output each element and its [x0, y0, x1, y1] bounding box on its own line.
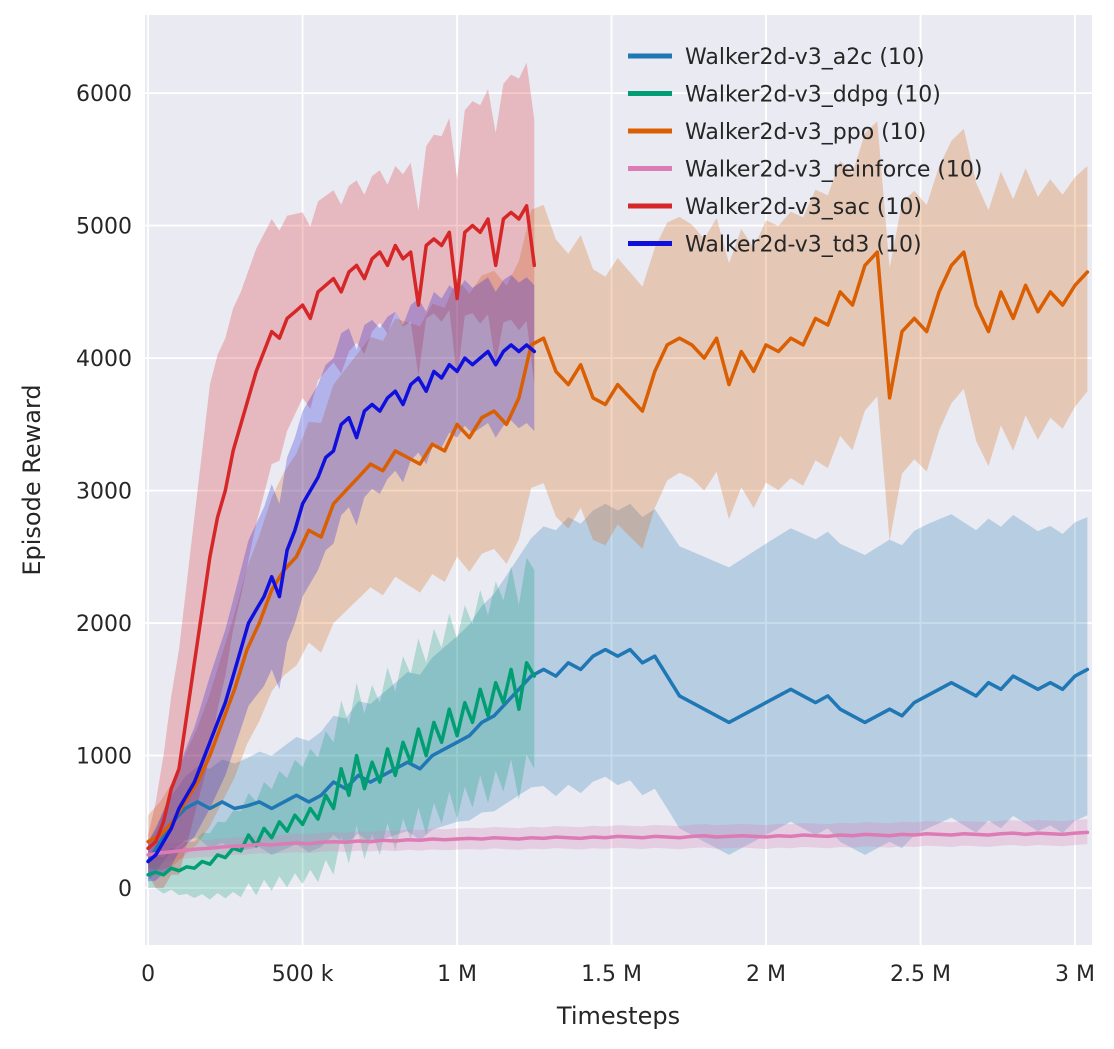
confidence-band-sac — [148, 62, 535, 888]
legend-label-reinforce: Walker2d-v3_reinforce (10) — [685, 158, 983, 183]
series-line-td3 — [146, 343, 537, 864]
y-tick-label: 1000 — [76, 745, 132, 770]
confidence-band-ddpg — [148, 557, 535, 900]
series-line-ddpg — [146, 661, 537, 877]
y-tick-label: 6000 — [76, 82, 132, 107]
x-tick-label: 1.5 M — [581, 962, 642, 987]
series-line-reinforce — [146, 830, 1090, 857]
series-line-sac — [146, 204, 537, 851]
x-tick-label: 2 M — [746, 962, 786, 987]
y-tick-label: 5000 — [76, 215, 132, 240]
legend-label-sac: Walker2d-v3_sac (10) — [685, 195, 922, 220]
y-tick-label: 4000 — [76, 347, 132, 372]
x-tick-label: 500 k — [272, 962, 334, 987]
y-axis-title: Episode Reward — [18, 384, 46, 576]
y-tick-label: 0 — [118, 877, 132, 902]
legend-entry-td3: Walker2d-v3_td3 (10) — [628, 233, 922, 258]
x-tick-label: 2.5 M — [890, 962, 951, 987]
confidence-band-ppo — [148, 121, 1088, 871]
y-tick-label: 2000 — [76, 612, 132, 637]
x-tick-label: 1 M — [437, 962, 477, 987]
x-tick-label: 0 — [141, 962, 155, 987]
x-axis-title: Timesteps — [556, 1002, 681, 1030]
x-tick-label: 3 M — [1055, 962, 1095, 987]
legend-entry-ddpg: Walker2d-v3_ddpg (10) — [628, 83, 941, 108]
legend-label-ppo: Walker2d-v3_ppo (10) — [685, 120, 926, 145]
y-tick-label: 3000 — [76, 480, 132, 505]
legend-label-a2c: Walker2d-v3_a2c (10) — [685, 45, 925, 70]
series-line-ppo — [146, 250, 1090, 844]
legend-entry-ppo: Walker2d-v3_ppo (10) — [628, 120, 926, 145]
series-line-a2c — [146, 647, 1090, 864]
legend-entry-a2c: Walker2d-v3_a2c (10) — [628, 45, 925, 70]
confidence-band-a2c — [148, 503, 1088, 882]
confidence-band-td3 — [148, 274, 535, 882]
confidence-band-reinforce — [148, 819, 1088, 863]
legend-label-ddpg: Walker2d-v3_ddpg (10) — [685, 83, 941, 108]
legend-label-td3: Walker2d-v3_td3 (10) — [685, 233, 922, 258]
legend-entry-sac: Walker2d-v3_sac (10) — [628, 195, 922, 220]
legend-entry-reinforce: Walker2d-v3_reinforce (10) — [628, 158, 983, 183]
